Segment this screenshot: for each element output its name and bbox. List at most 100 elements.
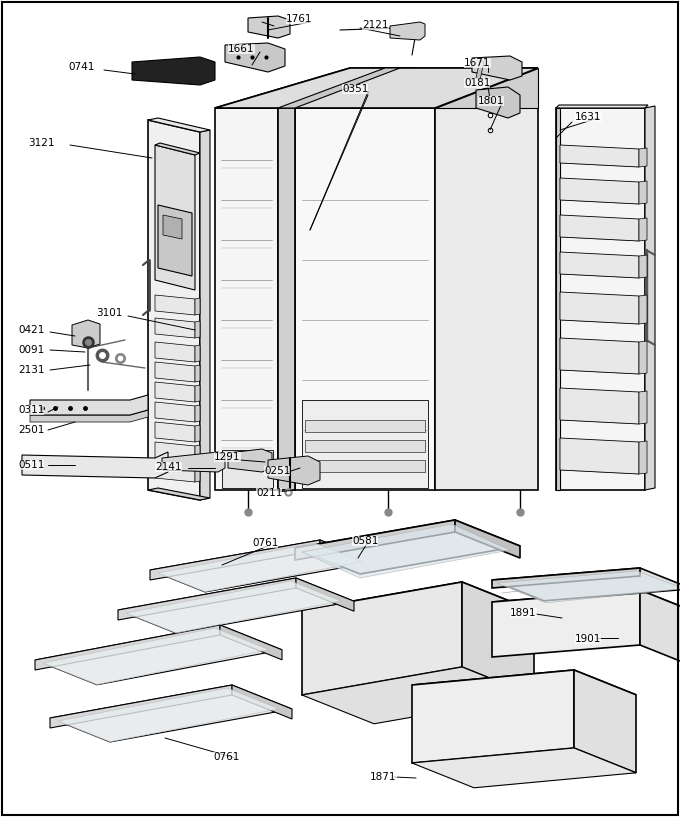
Polygon shape [148,120,200,500]
Polygon shape [302,667,534,724]
Polygon shape [412,670,636,710]
Polygon shape [118,578,354,633]
Polygon shape [215,68,538,108]
Polygon shape [150,540,375,592]
Polygon shape [163,215,182,239]
Polygon shape [305,420,425,432]
Polygon shape [155,318,195,338]
Polygon shape [30,395,148,415]
Text: 1891: 1891 [510,608,537,618]
Text: 1871: 1871 [370,772,396,782]
Text: 0421: 0421 [18,325,44,335]
Polygon shape [560,178,639,204]
Polygon shape [300,113,430,485]
Polygon shape [476,60,484,80]
Polygon shape [195,425,200,442]
Polygon shape [155,422,195,442]
Polygon shape [320,540,375,572]
Polygon shape [278,68,400,108]
Text: 0581: 0581 [352,536,378,546]
Polygon shape [639,391,647,424]
Polygon shape [305,440,425,452]
Polygon shape [155,143,200,155]
Polygon shape [30,410,148,422]
Polygon shape [639,255,647,278]
Polygon shape [639,341,647,374]
Polygon shape [35,625,282,685]
Polygon shape [232,685,292,719]
Polygon shape [560,292,639,324]
Polygon shape [215,108,278,490]
Polygon shape [155,382,195,402]
Polygon shape [148,488,210,500]
Polygon shape [560,388,639,424]
Polygon shape [560,145,639,167]
Polygon shape [158,205,192,276]
Polygon shape [195,405,200,422]
Polygon shape [472,56,522,80]
Text: 1761: 1761 [286,14,313,24]
Polygon shape [155,442,195,462]
Text: 3121: 3121 [28,138,54,148]
Text: 1671: 1671 [464,58,490,68]
Text: 2141: 2141 [155,462,182,472]
Text: 0351: 0351 [342,84,369,94]
Polygon shape [43,628,269,685]
Text: 1901: 1901 [575,634,601,644]
Polygon shape [492,590,680,623]
Polygon shape [195,321,200,338]
Polygon shape [639,441,647,474]
Polygon shape [132,57,215,85]
Polygon shape [278,108,295,490]
Polygon shape [305,460,425,472]
Polygon shape [22,452,168,478]
Text: 0251: 0251 [264,466,290,476]
Text: 2121: 2121 [362,20,388,30]
Polygon shape [639,295,647,324]
Text: 0211: 0211 [256,488,282,498]
Polygon shape [195,385,200,402]
Polygon shape [155,145,195,290]
Polygon shape [162,452,225,472]
Polygon shape [35,625,220,670]
Polygon shape [195,365,200,382]
Polygon shape [295,520,455,560]
Polygon shape [228,449,272,472]
Polygon shape [560,438,639,474]
Text: 0091: 0091 [18,345,44,355]
Polygon shape [295,520,520,574]
Polygon shape [412,748,636,788]
Polygon shape [476,87,520,118]
Polygon shape [195,298,200,315]
Polygon shape [556,108,560,490]
Text: 0311: 0311 [18,405,44,415]
Polygon shape [560,338,639,374]
Text: 1291: 1291 [214,452,241,462]
Polygon shape [50,685,292,742]
Polygon shape [295,68,538,108]
Polygon shape [435,108,538,490]
Polygon shape [158,543,362,592]
Polygon shape [220,625,282,660]
Polygon shape [268,456,320,485]
Polygon shape [639,218,647,241]
Polygon shape [560,252,639,278]
Polygon shape [462,582,534,696]
Polygon shape [574,670,636,773]
Polygon shape [215,68,412,108]
Polygon shape [200,130,210,500]
Polygon shape [296,578,354,611]
Polygon shape [155,462,195,482]
Polygon shape [222,450,273,488]
Polygon shape [492,590,640,657]
Polygon shape [556,105,648,108]
Polygon shape [302,524,510,578]
Polygon shape [295,108,435,490]
Text: 2131: 2131 [18,365,44,375]
Polygon shape [278,68,400,108]
Polygon shape [492,568,640,588]
Polygon shape [645,106,655,490]
Polygon shape [220,113,273,485]
Text: 1661: 1661 [228,44,254,54]
Text: 2501: 2501 [18,425,44,435]
